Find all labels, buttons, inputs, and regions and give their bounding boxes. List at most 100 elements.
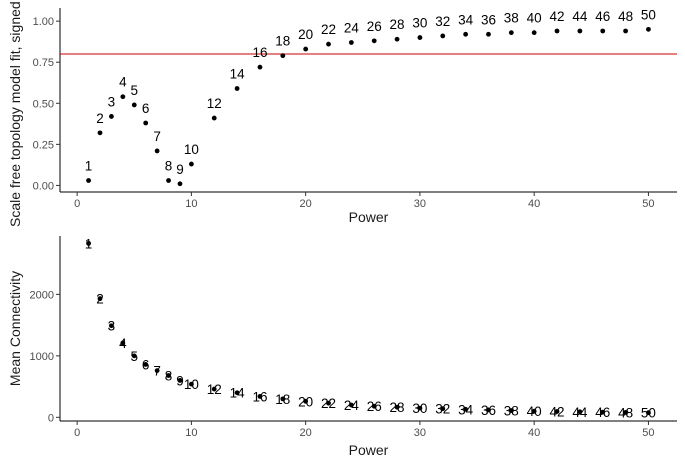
point-label: 42 xyxy=(550,9,565,24)
point-label: 4 xyxy=(119,336,127,351)
data-point xyxy=(154,148,160,154)
y-tick-label: 0.75 xyxy=(33,57,54,69)
point-label: 20 xyxy=(298,27,313,42)
x-axis-title: Power xyxy=(349,442,389,458)
point-label: 5 xyxy=(131,349,139,364)
point-label: 30 xyxy=(412,16,427,31)
x-tick-label: 20 xyxy=(300,198,312,210)
data-point xyxy=(177,181,183,187)
x-tick-label: 40 xyxy=(528,427,540,439)
data-point xyxy=(154,368,160,374)
data-point xyxy=(531,30,537,36)
point-label: 24 xyxy=(344,398,360,413)
point-label: 6 xyxy=(142,101,150,116)
point-label: 14 xyxy=(230,386,246,401)
data-point xyxy=(440,406,446,412)
point-label: 48 xyxy=(618,405,633,420)
point-label: 38 xyxy=(504,11,519,26)
point-label: 1 xyxy=(85,159,93,174)
point-label: 20 xyxy=(298,394,313,409)
point-label: 36 xyxy=(481,403,496,418)
point-label: 46 xyxy=(595,405,610,420)
data-point xyxy=(531,408,537,414)
x-tick-label: 50 xyxy=(642,427,654,439)
point-label: 22 xyxy=(321,396,336,411)
point-label: 14 xyxy=(230,67,246,82)
point-label: 22 xyxy=(321,22,336,37)
y-tick-label: 0.50 xyxy=(33,98,54,110)
point-label: 38 xyxy=(504,404,519,419)
point-label: 28 xyxy=(390,17,405,32)
data-point xyxy=(463,406,469,412)
panel-2: 0 1000 2000 0 10 20 30 40 50 Power Mean Connectivi… xyxy=(7,236,677,458)
point-label: 12 xyxy=(207,382,222,397)
x-tick-label: 0 xyxy=(74,427,80,439)
point-label: 44 xyxy=(572,9,588,24)
x-tick-label: 10 xyxy=(185,198,197,210)
point-label: 2 xyxy=(96,111,104,126)
point-label: 34 xyxy=(458,402,474,417)
data-point xyxy=(623,28,628,34)
point-label: 9 xyxy=(176,162,184,177)
point-label: 42 xyxy=(550,404,565,419)
point-label: 36 xyxy=(481,12,496,27)
data-point xyxy=(188,381,194,387)
point-label: 10 xyxy=(184,142,199,157)
x-tick-label: 50 xyxy=(642,198,654,210)
point-label: 6 xyxy=(142,357,150,372)
point-label: 8 xyxy=(165,159,173,174)
data-point xyxy=(554,28,560,34)
data-point xyxy=(486,407,491,413)
data-point xyxy=(280,53,286,59)
data-point xyxy=(234,86,240,91)
x-tick-label: 20 xyxy=(300,427,312,439)
data-point xyxy=(120,94,126,100)
x-tick-label: 10 xyxy=(185,427,197,439)
point-label: 18 xyxy=(275,34,290,49)
y-tick-label: 2000 xyxy=(30,289,54,301)
point-label: 16 xyxy=(252,389,267,404)
point-label: 8 xyxy=(165,369,173,384)
data-point xyxy=(303,46,309,52)
data-point xyxy=(257,394,263,399)
point-label: 44 xyxy=(572,405,588,420)
data-point xyxy=(188,161,194,167)
y-axis-title: Scale free topology model fit, signed R^… xyxy=(7,0,23,227)
point-label: 34 xyxy=(458,12,474,27)
point-label: 32 xyxy=(435,402,450,417)
data-point xyxy=(508,408,514,413)
x-axis-title: Power xyxy=(349,209,389,225)
point-label: 3 xyxy=(108,94,116,109)
y-tick-label: 1000 xyxy=(30,351,54,363)
point-label: 7 xyxy=(153,364,161,379)
point-label: 50 xyxy=(641,406,656,421)
data-point xyxy=(280,396,286,402)
data-point xyxy=(600,28,606,34)
data-point xyxy=(577,28,583,34)
point-label: 18 xyxy=(275,392,290,407)
point-label: 12 xyxy=(207,96,222,111)
point-label: 3 xyxy=(108,319,116,334)
data-point xyxy=(257,64,263,70)
point-label: 28 xyxy=(390,400,405,415)
data-point xyxy=(143,120,149,126)
data-point xyxy=(417,35,423,40)
data-point xyxy=(417,405,423,411)
data-point xyxy=(109,114,114,119)
point-label: 16 xyxy=(252,45,267,60)
point-label: 40 xyxy=(527,11,542,26)
data-point xyxy=(143,362,149,367)
y-tick-label: 0.00 xyxy=(33,180,54,192)
y-axis-title: Mean Connectivity xyxy=(7,271,23,386)
data-point xyxy=(131,102,137,108)
data-point xyxy=(303,398,309,404)
point-label: 26 xyxy=(367,399,382,414)
data-point xyxy=(394,36,400,42)
data-point xyxy=(646,26,651,32)
y-tick-label: 0 xyxy=(48,412,54,424)
data-point xyxy=(177,378,183,383)
point-label: 10 xyxy=(184,377,199,392)
data-point xyxy=(166,178,171,183)
data-point xyxy=(109,323,114,329)
